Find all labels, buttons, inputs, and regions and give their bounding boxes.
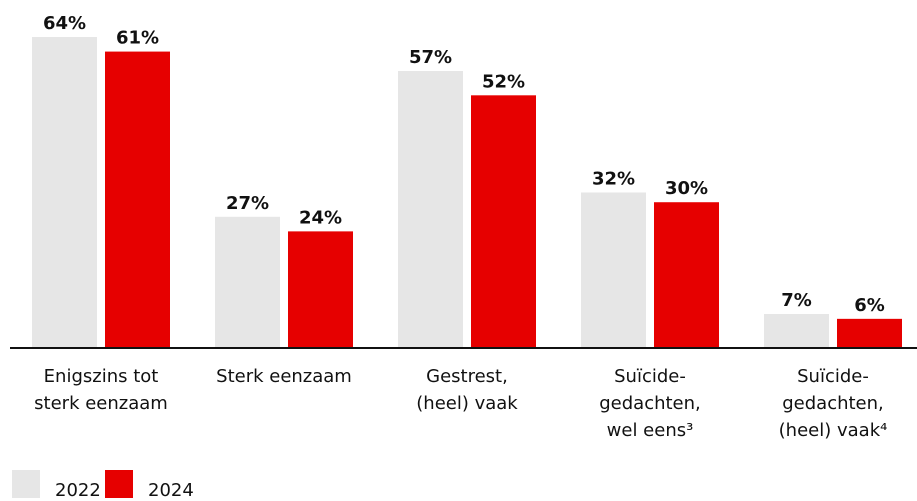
bar [288, 231, 353, 348]
x-tick-label-line: Enigszins tot [44, 366, 159, 387]
x-tick-label-line: Sterk eenzaam [216, 366, 352, 387]
x-tick-label-line: (heel) vaak⁴ [779, 420, 888, 441]
x-tick-label: Enigszins tot sterk eenzaam [34, 366, 168, 414]
value-label: 32% [592, 169, 635, 190]
x-tick-label-line: sterk eenzaam [34, 393, 168, 414]
x-tick-label: Sterk eenzaam [216, 366, 352, 387]
x-tick-label-line: Suïcide- [614, 366, 686, 387]
value-label: 27% [226, 193, 269, 214]
legend-label: 2022 [55, 480, 101, 501]
x-tick-label: Suïcide-gedachten, (heel) vaak⁴ [779, 366, 888, 441]
bar [215, 216, 280, 348]
x-tick-label: Gestrest, (heel) vaak [416, 366, 518, 414]
bar [654, 202, 719, 348]
bar [398, 71, 463, 348]
value-label: 7% [781, 290, 812, 311]
legend-swatch [105, 470, 133, 498]
value-label: 61% [116, 28, 159, 49]
legend-label: 2024 [148, 480, 194, 501]
x-tick-label-line: (heel) vaak [416, 393, 518, 414]
x-tick-label: Suïcide-gedachten, wel eens³ [599, 366, 701, 441]
value-label: 52% [482, 71, 525, 92]
bar [837, 318, 902, 348]
legend-swatch [12, 470, 40, 498]
value-label: 24% [299, 207, 342, 228]
bar [32, 37, 97, 348]
bar [471, 95, 536, 348]
bar [581, 192, 646, 348]
x-tick-label-line: wel eens³ [607, 420, 694, 441]
x-tick-label-line: gedachten, [599, 393, 701, 414]
x-tick-label-line: Gestrest, [426, 366, 508, 387]
bar [764, 313, 829, 348]
value-label: 64% [43, 13, 86, 34]
value-label: 30% [665, 178, 708, 199]
x-tick-label-line: Suïcide- [797, 366, 869, 387]
value-label: 57% [409, 47, 452, 68]
bar [105, 51, 170, 348]
x-tick-label-line: gedachten, [782, 393, 884, 414]
value-label: 6% [854, 295, 885, 316]
